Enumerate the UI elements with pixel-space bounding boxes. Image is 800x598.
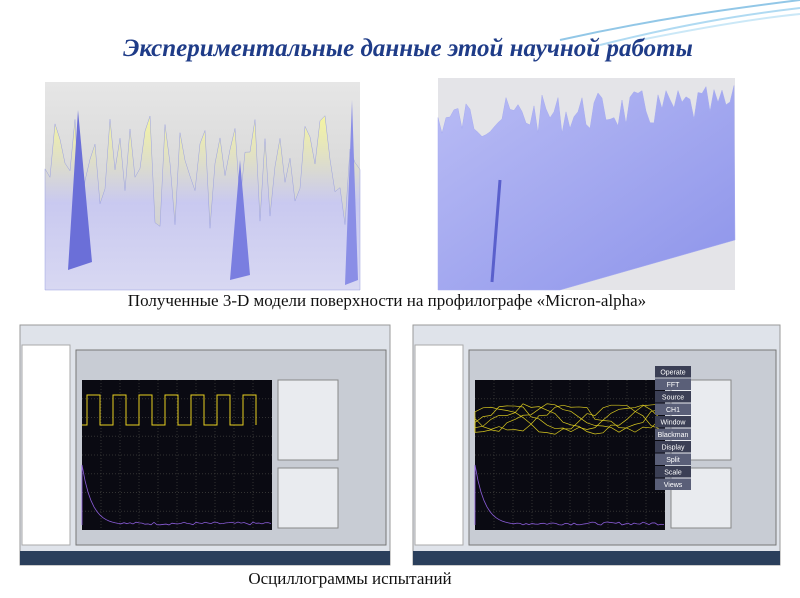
menu-item: Scale	[664, 470, 682, 477]
menu-item: Source	[662, 395, 684, 402]
surface-image-right	[437, 78, 736, 291]
menu-item-bg	[655, 453, 691, 465]
signal-trace	[474, 404, 660, 433]
decor	[559, 0, 800, 46]
sidebar	[21, 344, 71, 546]
menu-item: Views	[664, 482, 683, 489]
spectrum-trace	[474, 464, 665, 526]
menu-item: Split	[666, 457, 680, 464]
menu-item: Blackman	[658, 432, 689, 439]
slide-title: Экспериментальные данные этой научной ра…	[123, 35, 693, 62]
controls	[277, 379, 339, 461]
surface-image-left	[44, 82, 361, 291]
menu-item-bg	[655, 391, 691, 403]
spectrum-trace	[81, 464, 272, 526]
signal-trace	[474, 403, 660, 435]
signal-trace	[474, 404, 660, 433]
taskbar	[413, 551, 780, 565]
controls	[277, 467, 339, 529]
menu-item-bg	[655, 416, 691, 428]
signal-trace	[474, 403, 660, 433]
menu-item-bg	[655, 478, 691, 490]
oscillogram-caption: Осциллограммы испытаний	[248, 569, 451, 588]
menu-item: Window	[661, 420, 687, 427]
menu-item-bg	[655, 403, 691, 415]
surface-caption: Полученные 3-D модели поверхности на про…	[128, 291, 646, 310]
menu-item: FFT	[667, 382, 681, 389]
menu-item: Display	[662, 445, 685, 452]
menu-item: CH1	[666, 407, 680, 414]
menu-item-bg	[655, 441, 691, 453]
taskbar	[20, 551, 390, 565]
signal-trace	[82, 394, 257, 426]
oscillogram-screenshot-left	[19, 324, 391, 566]
sidebar	[414, 344, 464, 546]
menu-item-bg	[655, 466, 691, 478]
menu-item: Operate	[660, 370, 685, 377]
menu-item-bg	[655, 378, 691, 390]
controls	[670, 467, 732, 529]
signal-trace	[474, 404, 660, 435]
oscillogram-screenshot-right: Operate FFT Source CH1 Window Blackman Display…	[412, 324, 781, 566]
menu-item-bg	[655, 366, 691, 378]
menu-item-bg	[655, 428, 691, 440]
